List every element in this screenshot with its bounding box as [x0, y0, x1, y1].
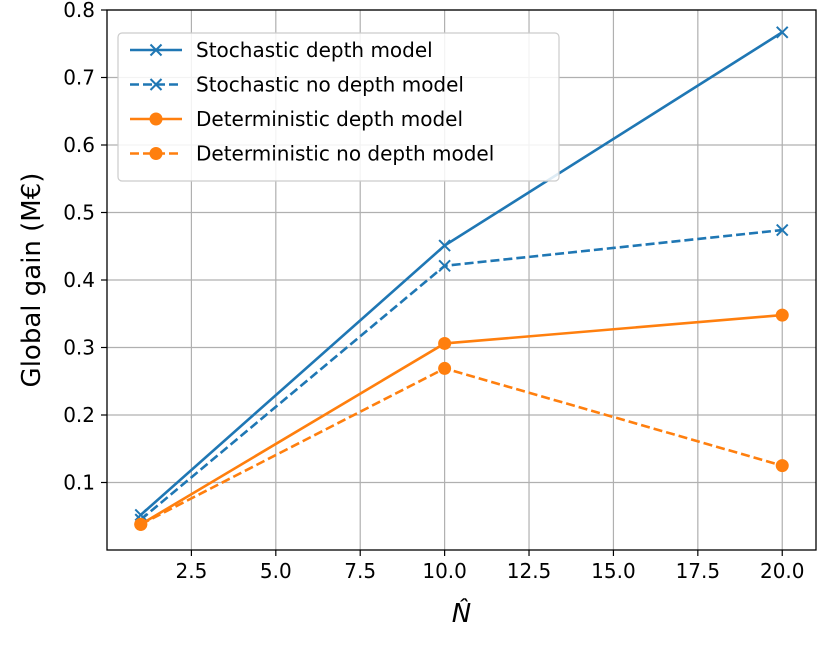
data-point	[438, 239, 451, 252]
x-tick-label: 5.0	[260, 559, 292, 583]
y-tick-label: 0.3	[63, 336, 95, 360]
legend-label: Deterministic depth model	[196, 107, 463, 131]
y-axis-label: Global gain (M€)	[17, 173, 47, 388]
y-tick-label: 0.5	[63, 201, 95, 225]
data-point	[134, 508, 147, 522]
legend-label: Stochastic depth model	[196, 38, 433, 62]
legend-marker	[149, 43, 163, 57]
legend-marker	[149, 78, 163, 91]
data-point	[776, 223, 789, 237]
series-deterministic-no-depth-model	[134, 361, 789, 531]
legend-item: Stochastic no depth model	[130, 73, 464, 97]
series-layer	[134, 26, 789, 531]
y-tick-label: 0.2	[63, 403, 95, 427]
data-point	[775, 459, 789, 473]
axis-ticks: 2.5 5.0 7.5 10.0 12.5 15.0 17.5 20.0 0.1 0.2 0.3 0.…	[63, 0, 804, 583]
series-stochastic-no-depth-model	[134, 223, 789, 526]
legend-item: Deterministic no depth model	[130, 142, 494, 166]
legend-item: Deterministic depth model	[130, 107, 463, 131]
data-point	[775, 308, 789, 322]
y-tick-label: 0.8	[63, 0, 95, 22]
x-tick-label: 10.0	[422, 559, 467, 583]
y-tick-label: 0.4	[63, 268, 95, 292]
data-point	[134, 517, 148, 531]
legend-marker	[149, 147, 163, 160]
data-point	[438, 336, 452, 350]
data-point	[438, 259, 451, 273]
x-tick-label: 12.5	[507, 559, 552, 583]
x-tick-label: 15.0	[591, 559, 636, 583]
data-point	[776, 26, 789, 39]
legend-box	[117, 32, 560, 182]
x-axis-label: N̂	[452, 597, 471, 629]
legend-item: Stochastic depth model	[130, 38, 433, 62]
x-tick-label: 7.5	[344, 559, 376, 583]
legend-marker	[149, 112, 163, 126]
x-tick-label: 20.0	[760, 559, 805, 583]
series-stochastic-depth-model	[134, 26, 789, 522]
x-tick-label: 2.5	[175, 559, 207, 583]
legend-label: Deterministic no depth model	[196, 142, 494, 166]
y-tick-label: 0.1	[63, 471, 95, 495]
x-tick-label: 17.5	[676, 559, 721, 583]
data-point	[438, 361, 452, 375]
legend: Stochastic depth model Stochastic no dept…	[117, 32, 560, 182]
y-tick-label: 0.7	[63, 66, 95, 90]
y-tick-label: 0.6	[63, 133, 95, 157]
legend-label: Stochastic no depth model	[196, 73, 464, 97]
